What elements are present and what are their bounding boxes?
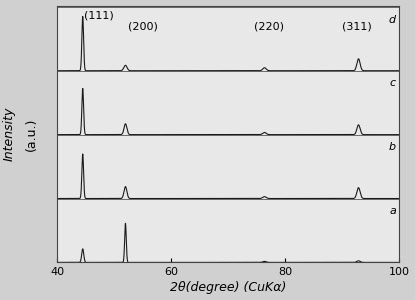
X-axis label: 2θ(degree) (CuKα): 2θ(degree) (CuKα) bbox=[170, 281, 286, 294]
Text: c: c bbox=[390, 78, 396, 88]
Text: d: d bbox=[389, 14, 396, 25]
Text: (220): (220) bbox=[254, 21, 284, 31]
Text: (a.u.): (a.u.) bbox=[25, 117, 38, 151]
Text: (311): (311) bbox=[342, 21, 372, 31]
Text: (111): (111) bbox=[84, 11, 114, 21]
Text: a: a bbox=[389, 206, 396, 216]
Text: b: b bbox=[389, 142, 396, 152]
Text: (200): (200) bbox=[128, 21, 158, 31]
Text: Intensity: Intensity bbox=[3, 107, 16, 161]
